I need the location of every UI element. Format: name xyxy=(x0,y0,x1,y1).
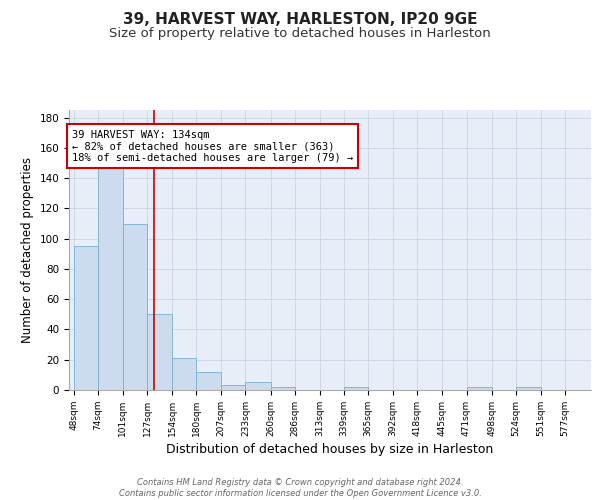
Bar xyxy=(172,358,196,390)
Bar xyxy=(74,246,98,390)
Bar xyxy=(516,387,541,390)
Bar xyxy=(221,386,245,390)
Text: 39, HARVEST WAY, HARLESTON, IP20 9GE: 39, HARVEST WAY, HARLESTON, IP20 9GE xyxy=(123,12,477,28)
Bar xyxy=(467,387,491,390)
Bar xyxy=(123,224,147,390)
Bar xyxy=(98,163,123,390)
Text: Contains HM Land Registry data © Crown copyright and database right 2024.
Contai: Contains HM Land Registry data © Crown c… xyxy=(119,478,481,498)
Bar xyxy=(147,314,172,390)
Bar xyxy=(344,387,368,390)
X-axis label: Distribution of detached houses by size in Harleston: Distribution of detached houses by size … xyxy=(166,443,494,456)
Text: 39 HARVEST WAY: 134sqm
← 82% of detached houses are smaller (363)
18% of semi-de: 39 HARVEST WAY: 134sqm ← 82% of detached… xyxy=(72,130,353,163)
Bar xyxy=(245,382,271,390)
Bar xyxy=(196,372,221,390)
Bar xyxy=(271,387,295,390)
Y-axis label: Number of detached properties: Number of detached properties xyxy=(21,157,34,343)
Text: Size of property relative to detached houses in Harleston: Size of property relative to detached ho… xyxy=(109,28,491,40)
